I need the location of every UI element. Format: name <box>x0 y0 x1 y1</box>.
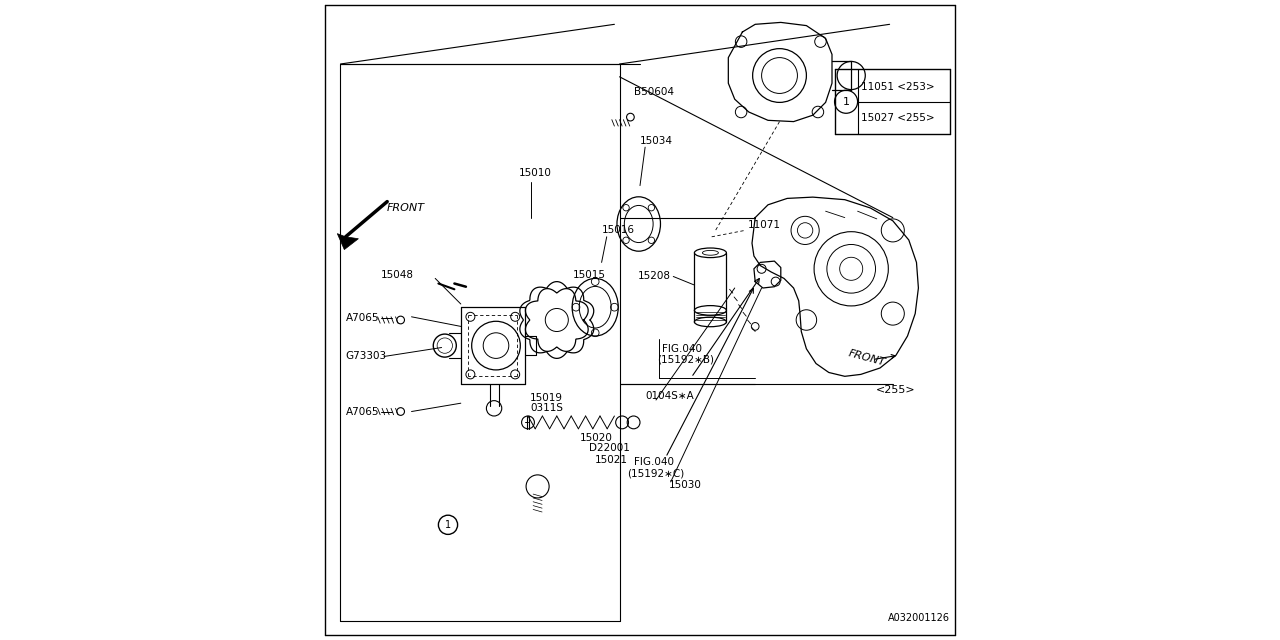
Text: 15021: 15021 <box>595 454 628 465</box>
Text: D22001: D22001 <box>589 443 630 453</box>
Text: FRONT: FRONT <box>847 349 887 368</box>
Text: 15019: 15019 <box>530 393 563 403</box>
Text: 1: 1 <box>445 520 451 530</box>
Text: FIG.040: FIG.040 <box>663 344 703 354</box>
Text: 15034: 15034 <box>640 136 673 146</box>
Text: 11051 <253>: 11051 <253> <box>861 82 936 92</box>
Text: A032001126: A032001126 <box>888 612 950 623</box>
Text: 15027 <255>: 15027 <255> <box>861 113 936 124</box>
Text: 0311S: 0311S <box>530 403 563 413</box>
Text: 15030: 15030 <box>668 480 701 490</box>
Text: B50604: B50604 <box>634 86 673 97</box>
Text: 15015: 15015 <box>573 270 605 280</box>
Text: (15192∗C): (15192∗C) <box>627 468 685 479</box>
Text: 15016: 15016 <box>602 225 635 236</box>
Text: 15020: 15020 <box>580 433 613 443</box>
Text: 15208: 15208 <box>637 271 671 282</box>
Text: G73303: G73303 <box>346 351 387 362</box>
Text: <255>: <255> <box>877 385 915 396</box>
Text: FIG.040: FIG.040 <box>634 457 673 467</box>
Text: FRONT: FRONT <box>387 203 425 213</box>
Text: 15010: 15010 <box>518 168 552 178</box>
Text: 0104S∗A: 0104S∗A <box>645 390 694 401</box>
Text: A7065: A7065 <box>346 406 379 417</box>
Polygon shape <box>338 234 358 250</box>
Text: 15048: 15048 <box>381 270 413 280</box>
Text: 11071: 11071 <box>748 220 781 230</box>
Text: (15192∗B): (15192∗B) <box>658 355 714 365</box>
Text: 1: 1 <box>842 97 850 107</box>
Text: A7065: A7065 <box>346 313 379 323</box>
